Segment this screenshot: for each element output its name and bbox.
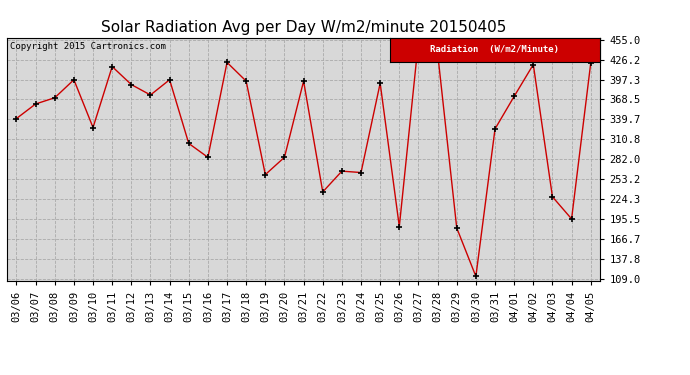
Text: Copyright 2015 Cartronics.com: Copyright 2015 Cartronics.com bbox=[10, 42, 166, 51]
Title: Solar Radiation Avg per Day W/m2/minute 20150405: Solar Radiation Avg per Day W/m2/minute … bbox=[101, 20, 506, 35]
